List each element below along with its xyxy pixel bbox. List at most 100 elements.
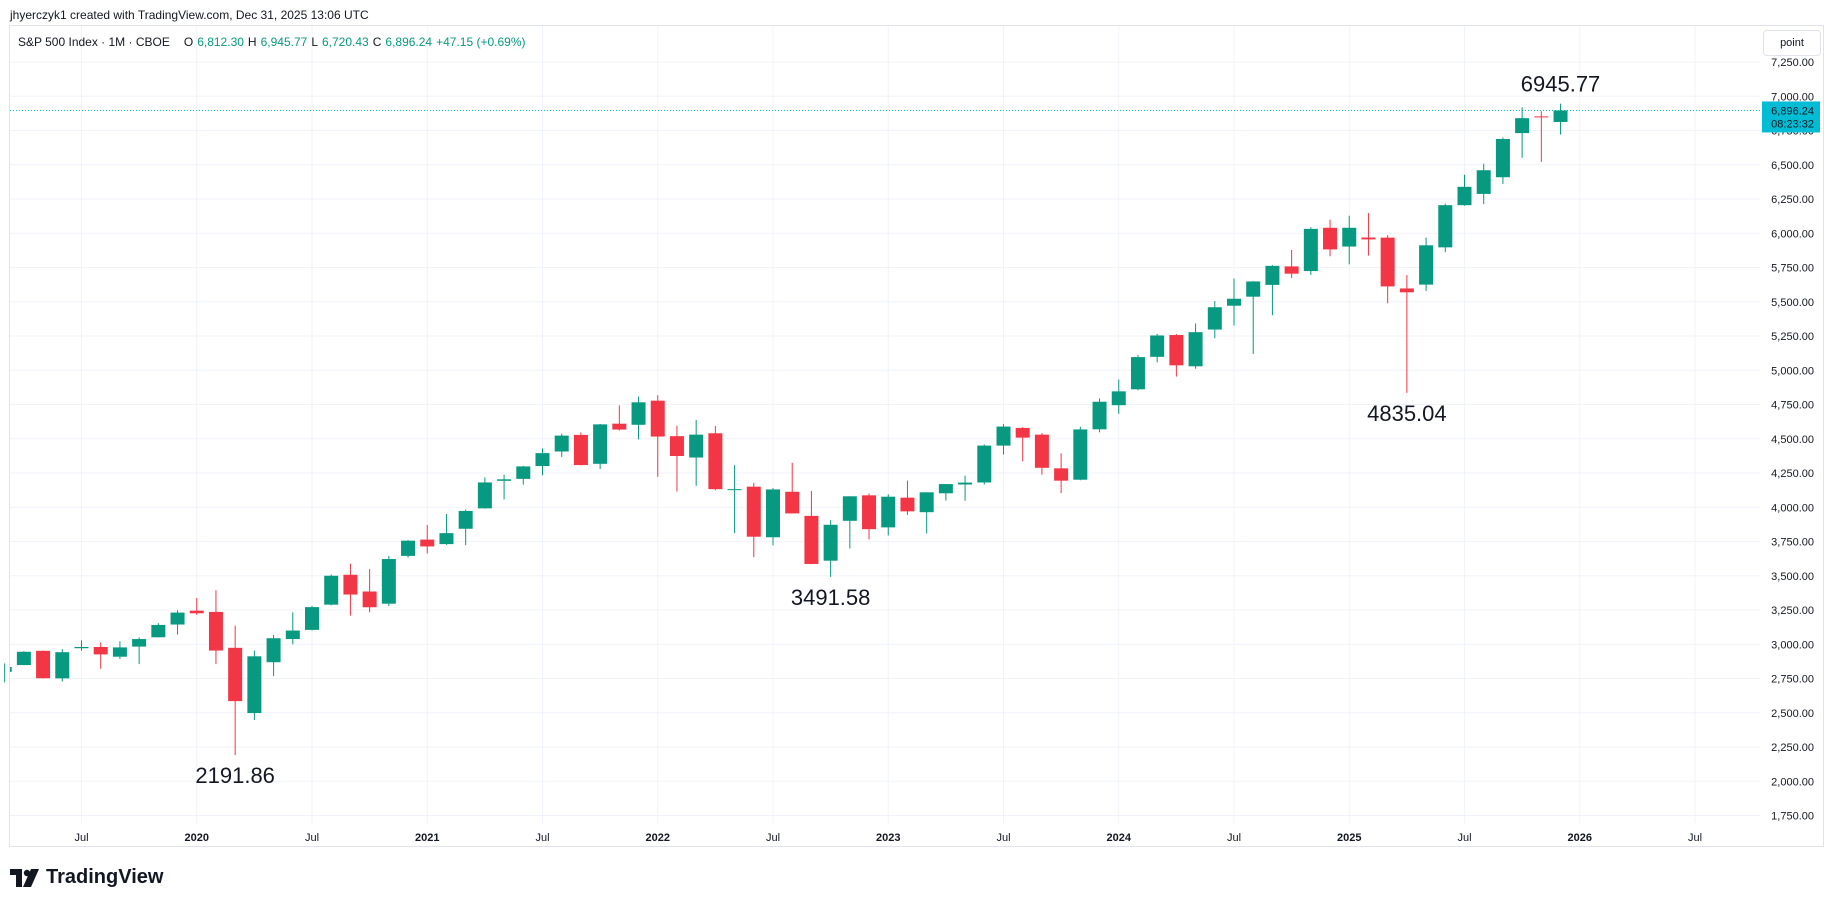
candle[interactable] xyxy=(669,425,684,492)
candle[interactable] xyxy=(112,641,127,660)
candles xyxy=(4,103,1568,755)
candle[interactable] xyxy=(958,475,973,501)
candle[interactable] xyxy=(305,605,319,631)
candle[interactable] xyxy=(228,625,243,755)
x-tick-label: 2020 xyxy=(185,832,209,844)
candle[interactable] xyxy=(439,514,454,545)
candle[interactable] xyxy=(208,590,223,665)
candle-body xyxy=(919,492,934,513)
candle[interactable] xyxy=(1476,163,1491,205)
candle[interactable] xyxy=(1361,213,1376,256)
candle[interactable] xyxy=(266,634,281,677)
candle[interactable] xyxy=(1073,426,1088,481)
candle[interactable] xyxy=(285,612,300,645)
price-unit-button[interactable]: point xyxy=(1763,30,1821,56)
candle[interactable] xyxy=(1303,227,1318,275)
candle[interactable] xyxy=(1553,103,1568,135)
candle[interactable] xyxy=(381,555,396,607)
tradingview-logo[interactable]: TradingView xyxy=(10,866,163,889)
candle-body xyxy=(708,433,723,490)
candle[interactable] xyxy=(842,496,857,549)
candle[interactable] xyxy=(631,396,646,440)
candle[interactable] xyxy=(1150,333,1165,363)
candle[interactable] xyxy=(766,488,780,546)
candle[interactable] xyxy=(1438,203,1453,253)
candle[interactable] xyxy=(1207,301,1222,339)
candle[interactable] xyxy=(4,663,12,683)
candle[interactable] xyxy=(324,574,339,606)
candle[interactable] xyxy=(938,483,953,501)
candle[interactable] xyxy=(1380,235,1395,304)
candle[interactable] xyxy=(497,474,512,500)
candle[interactable] xyxy=(535,448,550,476)
candle[interactable] xyxy=(401,540,416,558)
candle[interactable] xyxy=(919,492,934,534)
candle[interactable] xyxy=(362,569,377,613)
candle[interactable] xyxy=(1323,219,1338,257)
candle[interactable] xyxy=(16,651,31,666)
price-annotation: 4835.04 xyxy=(1367,401,1447,426)
candle[interactable] xyxy=(1015,427,1030,462)
candle[interactable] xyxy=(1534,111,1549,162)
candle[interactable] xyxy=(554,433,569,457)
candle[interactable] xyxy=(189,597,204,615)
candle[interactable] xyxy=(1265,265,1280,316)
candle[interactable] xyxy=(170,610,185,635)
candle[interactable] xyxy=(247,650,262,721)
candle-body xyxy=(439,533,454,545)
candle[interactable] xyxy=(1034,433,1049,475)
candle[interactable] xyxy=(727,465,742,534)
candle[interactable] xyxy=(74,640,89,651)
y-tick-label: 4,500.00 xyxy=(1771,434,1814,446)
candle-body xyxy=(1015,427,1030,438)
candle[interactable] xyxy=(708,426,723,491)
candle[interactable] xyxy=(1130,355,1145,391)
candle-body xyxy=(381,559,396,604)
candle[interactable] xyxy=(458,509,473,546)
candle[interactable] xyxy=(151,623,166,638)
candle[interactable] xyxy=(1188,323,1203,369)
candle[interactable] xyxy=(1169,334,1184,377)
candle[interactable] xyxy=(1246,281,1261,354)
candle[interactable] xyxy=(420,525,435,554)
candle[interactable] xyxy=(1092,398,1107,433)
candle[interactable] xyxy=(573,432,588,466)
candle[interactable] xyxy=(977,444,992,485)
legend-symbol[interactable]: S&P 500 Index · 1M · CBOE xyxy=(18,35,170,49)
candle[interactable] xyxy=(1495,137,1510,184)
candle[interactable] xyxy=(1342,215,1357,265)
candle[interactable] xyxy=(881,494,896,536)
candle[interactable] xyxy=(1054,453,1069,494)
candle[interactable] xyxy=(343,563,358,616)
candle[interactable] xyxy=(650,395,665,477)
candle[interactable] xyxy=(132,637,147,665)
candle[interactable] xyxy=(1111,379,1126,414)
candle-body xyxy=(1476,170,1491,194)
price-axis: 1,750.00 2,000.00 2,250.00 2,500.00 2,750.00… xyxy=(1762,57,1820,823)
candle[interactable] xyxy=(93,642,108,669)
candle[interactable] xyxy=(1419,237,1434,292)
candle[interactable] xyxy=(55,649,70,682)
candle[interactable] xyxy=(996,424,1011,455)
candle[interactable] xyxy=(689,419,704,486)
candle[interactable] xyxy=(593,423,608,470)
candle[interactable] xyxy=(746,482,761,558)
candle[interactable] xyxy=(477,477,492,509)
candle[interactable] xyxy=(823,520,838,577)
candle[interactable] xyxy=(862,493,877,540)
candle[interactable] xyxy=(1227,278,1241,326)
candle-body xyxy=(305,607,319,630)
candle[interactable] xyxy=(1399,275,1414,393)
candle[interactable] xyxy=(785,462,800,514)
candle[interactable] xyxy=(1284,249,1299,278)
candle[interactable] xyxy=(1457,174,1472,206)
time-axis: Jul 2020 Jul 2021 Jul 2022 Jul 2023 Jul 2024 Jul 20… xyxy=(74,832,1702,844)
candle-body xyxy=(1150,335,1165,357)
candle[interactable] xyxy=(612,405,627,431)
candle[interactable] xyxy=(900,480,915,515)
candle[interactable] xyxy=(36,650,51,679)
candle[interactable] xyxy=(1515,107,1530,158)
candle[interactable] xyxy=(804,490,819,565)
candle[interactable] xyxy=(516,465,531,485)
